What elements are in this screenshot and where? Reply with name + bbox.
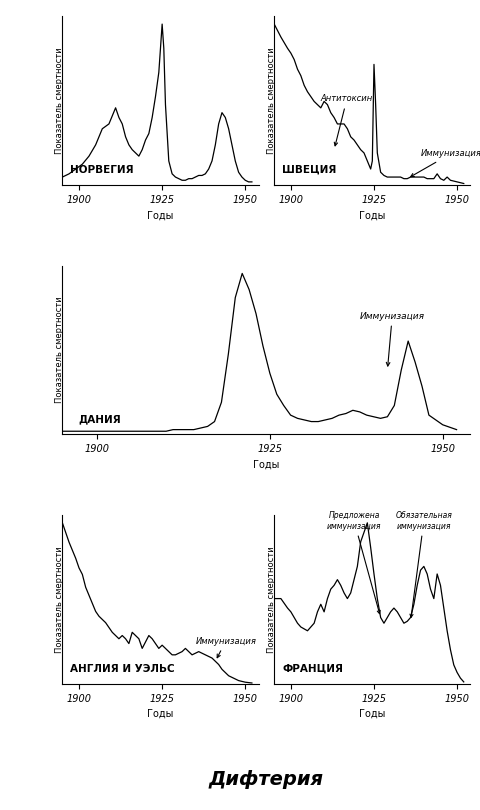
Text: НОРВЕГИЯ: НОРВЕГИЯ bbox=[70, 165, 134, 175]
Text: ШВЕЦИЯ: ШВЕЦИЯ bbox=[282, 165, 336, 175]
Text: АНГЛИЯ И УЭЛЬС: АНГЛИЯ И УЭЛЬС bbox=[70, 663, 175, 674]
Text: Иммунизация: Иммунизация bbox=[360, 312, 425, 366]
Text: ДАНИЯ: ДАНИЯ bbox=[79, 415, 121, 424]
Y-axis label: Показатель смертности: Показатель смертности bbox=[55, 47, 64, 154]
X-axis label: Годы: Годы bbox=[147, 709, 174, 719]
Y-axis label: Показатель смертности: Показатель смертности bbox=[55, 546, 64, 653]
Y-axis label: Показатель смертности: Показатель смертности bbox=[267, 546, 276, 653]
Text: Обязательная
иммунизация: Обязательная иммунизация bbox=[396, 511, 452, 617]
X-axis label: Годы: Годы bbox=[147, 211, 174, 220]
Text: Антитоксин: Антитоксин bbox=[321, 95, 373, 146]
X-axis label: Годы: Годы bbox=[253, 460, 279, 470]
X-axis label: Годы: Годы bbox=[359, 709, 385, 719]
X-axis label: Годы: Годы bbox=[359, 211, 385, 220]
Y-axis label: Показатель смертности: Показатель смертности bbox=[55, 296, 64, 403]
Text: Иммунизация: Иммунизация bbox=[411, 149, 480, 177]
Text: ФРАНЦИЯ: ФРАНЦИЯ bbox=[282, 663, 343, 674]
Text: Иммунизация: Иммунизация bbox=[195, 637, 256, 658]
Text: Предложена
иммунизация: Предложена иммунизация bbox=[327, 511, 381, 614]
Y-axis label: Показатель смертности: Показатель смертности bbox=[267, 47, 276, 154]
Text: Дифтерия: Дифтерия bbox=[209, 770, 324, 788]
